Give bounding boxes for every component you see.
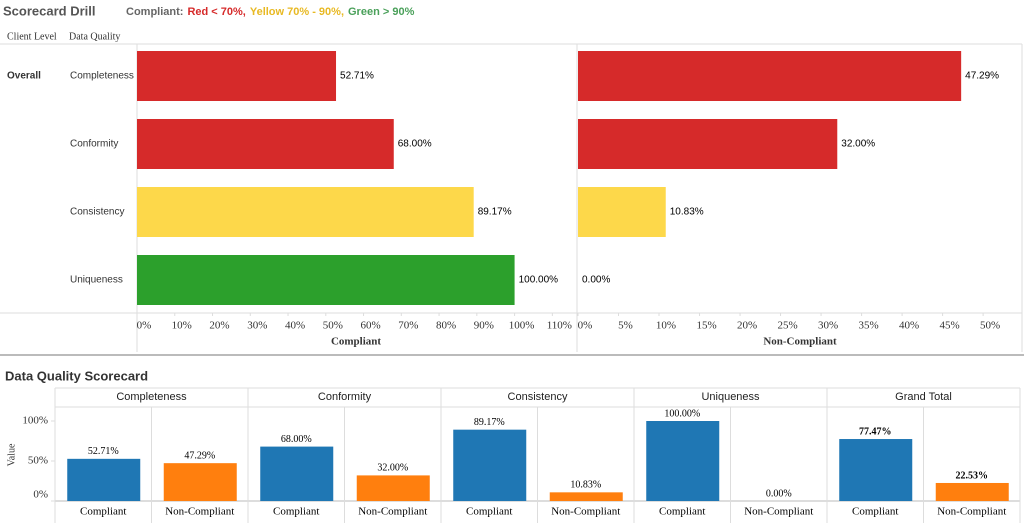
bar — [453, 429, 527, 501]
x-tick-label: 50% — [980, 320, 1000, 332]
y-axis-label: Value — [6, 443, 17, 466]
x-tick-label: 45% — [940, 320, 960, 332]
x-tick-label: 0% — [137, 320, 152, 332]
x-tick-label: 35% — [858, 320, 878, 332]
dashboard-title: Scorecard Drill — [3, 3, 96, 18]
value-label: 68.00% — [398, 139, 432, 150]
bar — [578, 119, 838, 169]
row-label: Conformity — [70, 139, 118, 150]
value-label: 47.29% — [965, 71, 999, 82]
x-axis-label: Compliant — [331, 336, 381, 348]
bar — [137, 51, 337, 101]
column-header: Data Quality — [69, 31, 120, 42]
value-label: 77.47% — [859, 426, 892, 437]
x-tick-label: 70% — [398, 320, 418, 332]
x-tick-label: 100% — [509, 320, 535, 332]
y-tick-label: 50% — [28, 455, 48, 467]
x-tick-label: 0% — [578, 320, 593, 332]
chart-title: Data Quality Scorecard — [5, 368, 148, 383]
column-header: Completeness — [116, 391, 187, 403]
x-tick-label: Non-Compliant — [358, 506, 427, 518]
x-tick-label: Compliant — [659, 506, 705, 518]
x-tick-label: 60% — [360, 320, 380, 332]
y-tick-label: 0% — [33, 489, 48, 501]
legend-item: Compliant: — [126, 6, 183, 18]
x-tick-label: 110% — [547, 320, 572, 332]
x-tick-label: 40% — [899, 320, 919, 332]
bar — [137, 255, 515, 305]
value-label: 100.00% — [519, 275, 559, 286]
value-label: 0.00% — [766, 488, 792, 499]
x-tick-label: 30% — [818, 320, 838, 332]
bar — [578, 187, 666, 237]
legend-item: Green > 90% — [348, 6, 415, 18]
legend-item: Yellow 70% - 90%, — [250, 6, 344, 18]
color-legend: Compliant: Red < 70%, Yellow 70% - 90%, Gre… — [126, 6, 415, 18]
y-tick-label: 100% — [22, 415, 48, 427]
x-tick-label: Non-Compliant — [165, 506, 234, 518]
x-tick-label: 10% — [656, 320, 676, 332]
x-tick-label: 10% — [172, 320, 192, 332]
x-tick-label: 25% — [777, 320, 797, 332]
x-tick-label: 30% — [247, 320, 267, 332]
column-header: Consistency — [508, 391, 568, 403]
bar — [137, 119, 394, 169]
x-tick-label: 80% — [436, 320, 456, 332]
bar — [839, 439, 913, 501]
x-tick-label: 50% — [323, 320, 343, 332]
bar — [935, 482, 1009, 501]
bar — [137, 187, 474, 237]
value-label: 52.71% — [340, 71, 374, 82]
x-tick-label: 90% — [474, 320, 494, 332]
x-tick-label: Non-Compliant — [744, 506, 813, 518]
x-tick-label: 15% — [696, 320, 716, 332]
column-header: Grand Total — [895, 391, 952, 403]
legend-item: Red < 70%, — [187, 6, 245, 18]
value-label: 89.17% — [478, 207, 512, 218]
value-label: 47.29% — [184, 450, 215, 461]
x-tick-label: Compliant — [273, 506, 319, 518]
x-tick-label: Non-Compliant — [551, 506, 620, 518]
x-tick-label: 20% — [737, 320, 757, 332]
value-label: 52.71% — [88, 446, 119, 457]
column-header: Conformity — [318, 391, 372, 403]
x-tick-label: Compliant — [466, 506, 512, 518]
row-header: Overall — [7, 71, 41, 82]
value-label: 10.83% — [570, 480, 601, 491]
x-tick-label: Compliant — [852, 506, 898, 518]
x-tick-label: Compliant — [80, 506, 126, 518]
x-tick-label: 20% — [209, 320, 229, 332]
value-label: 68.00% — [281, 434, 312, 445]
bar — [260, 446, 334, 501]
column-header: Client Level — [7, 31, 57, 42]
value-label: 100.00% — [664, 408, 700, 419]
value-label: 0.00% — [582, 275, 610, 286]
x-axis-label: Non-Compliant — [763, 336, 837, 348]
bar — [646, 421, 720, 501]
bar — [549, 492, 623, 501]
bar — [163, 463, 237, 501]
bar — [578, 51, 962, 101]
x-tick-label: 40% — [285, 320, 305, 332]
value-label: 89.17% — [474, 417, 505, 428]
row-label: Consistency — [70, 207, 124, 218]
value-label: 22.53% — [956, 470, 989, 481]
x-tick-label: Non-Compliant — [937, 506, 1006, 518]
row-label: Uniqueness — [70, 275, 123, 286]
bar — [356, 475, 430, 501]
column-header: Uniqueness — [701, 391, 760, 403]
value-label: 10.83% — [670, 207, 704, 218]
row-label: Completeness — [70, 71, 134, 82]
value-label: 32.00% — [841, 139, 875, 150]
x-tick-label: 5% — [618, 320, 633, 332]
value-label: 32.00% — [377, 463, 408, 474]
bar — [67, 458, 141, 501]
